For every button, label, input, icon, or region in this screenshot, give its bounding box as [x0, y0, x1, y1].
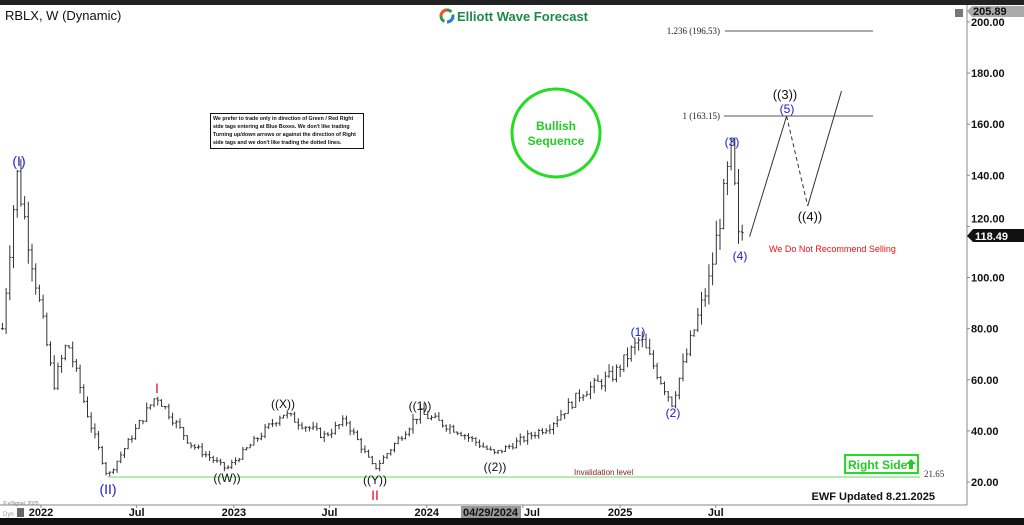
y-tick-label: 20.00	[971, 477, 999, 489]
cursor-date-box	[461, 506, 521, 518]
last-price-tag	[967, 229, 1024, 242]
y-tick-label: 60.00	[971, 375, 999, 387]
arrow-up-icon	[906, 459, 916, 469]
projection-path	[749, 90, 843, 237]
dyn-toggle[interactable]	[17, 508, 24, 517]
invalidation-label: Invalidation level	[574, 468, 633, 477]
y-axis-ticks: 200.00 180.00 160.00 140.00 120.00 100.00 80.0…	[967, 17, 1005, 489]
x-tick-label: Jul	[708, 507, 724, 519]
ewf-updated: EWF Updated 8.21.2025	[812, 491, 936, 503]
wave-label-2-minor: ((2))	[484, 460, 507, 474]
copyright: © eSignal, 2025	[3, 500, 39, 507]
wave-label-5: (5)	[780, 102, 795, 116]
wave-label-3: (3)	[725, 135, 740, 149]
x-tick-label: 2024	[414, 507, 439, 519]
wave-label-4: (4)	[733, 249, 748, 263]
ewf-logo-icon	[439, 8, 455, 24]
high-price-value: 205.89	[973, 6, 1007, 18]
bottom-bar	[0, 518, 1024, 525]
wave-labels: (I) (II) I II ((W)) ((X)) ((Y)) ((1)) ((…	[12, 87, 822, 503]
right-side-tag	[844, 454, 919, 474]
wave-label-4-minor: ((4))	[798, 209, 823, 224]
x-tick-label: 2025	[608, 507, 632, 519]
x-tick-label: Jul	[322, 507, 338, 519]
wave-label-1: (1)	[631, 325, 646, 339]
projection-segment	[749, 115, 788, 237]
fib-1236-label: 1.236 (196.53)	[667, 26, 720, 36]
wave-label-II: (II)	[99, 481, 116, 497]
y-tick-label: 180.00	[971, 68, 1005, 80]
cursor-date: 04/29/2024	[463, 507, 519, 519]
wave-label-2: (2)	[666, 406, 681, 420]
bullish-line2: Sequence	[528, 134, 585, 148]
y-tick-label: 140.00	[971, 170, 1005, 182]
ohlc-bars	[0, 137, 744, 477]
wave-label-1-minor: ((1))	[409, 399, 432, 413]
y-tick-label: 200.00	[971, 17, 1005, 29]
right-side-label: Right Side	[848, 458, 908, 472]
x-tick-label: 2023	[222, 507, 246, 519]
trading-notice: We prefer to trade only in direction of …	[210, 113, 364, 149]
top-bar	[0, 0, 1024, 5]
y-tick-label: 100.00	[971, 273, 1005, 285]
x-tick-label: Jul	[129, 507, 145, 519]
wave-label-I: (I)	[12, 153, 25, 169]
wave-label-red-I: I	[155, 380, 159, 396]
projection-segment	[807, 90, 843, 207]
wave-label-Y: ((Y))	[363, 473, 387, 487]
bullish-line1: Bullish	[536, 119, 576, 133]
symbol-title: RBLX, W (Dynamic)	[5, 8, 121, 23]
wave-label-3-minor: ((3))	[773, 87, 798, 102]
last-price-value: 118.49	[975, 231, 1008, 243]
wave-label-X: ((X))	[271, 397, 295, 411]
recommendation-text: We Do Not Recommend Selling	[769, 244, 896, 254]
invalidation-value: 21.65	[924, 469, 945, 479]
brand-name: Elliott Wave Forecast	[457, 9, 589, 24]
y-tick-label: 160.00	[971, 119, 1005, 131]
wave-label-W: ((W))	[213, 471, 240, 485]
maximize-icon[interactable]	[955, 9, 963, 17]
x-tick-label: 2022	[29, 507, 53, 519]
y-tick-label: 120.00	[971, 213, 1005, 225]
y-tick-label: 40.00	[971, 426, 999, 438]
projection-segment	[786, 115, 809, 207]
y-tick-label: 80.00	[971, 324, 999, 336]
x-axis-ticks: 2022 Jul 2023 Jul 2024 Jul 2025 Jul	[29, 505, 724, 519]
fib-1-label: 1 (163.15)	[683, 111, 721, 121]
bullish-sequence-badge	[510, 87, 602, 179]
high-price-tag	[967, 6, 1024, 17]
wave-label-red-II: II	[371, 487, 379, 503]
x-tick-label: Jul	[524, 507, 540, 519]
dyn-label: Dyn	[3, 512, 14, 518]
